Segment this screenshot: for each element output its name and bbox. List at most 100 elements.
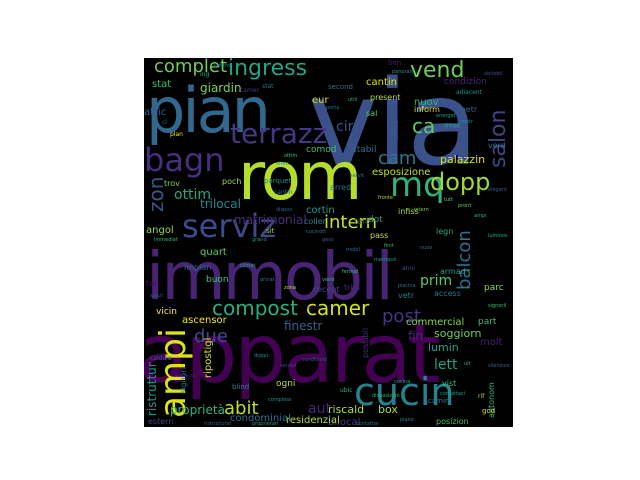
word-dot: dot: [368, 215, 383, 225]
word-fermat: fermat: [342, 269, 359, 275]
word-mq: mq: [390, 165, 445, 205]
word-quart: quart: [200, 247, 227, 258]
word-condizioni: condizioni: [302, 357, 328, 363]
word-ben: ben: [388, 59, 402, 67]
word-box: box: [378, 403, 398, 416]
word-balcon: balcon: [454, 230, 475, 290]
word-accur: accur: [308, 305, 322, 311]
word-serviz: serviz: [182, 207, 277, 245]
word-signoril: signoril: [488, 303, 507, 309]
word-cloud-canvas: via apparat immobil rom pian serviz cuci…: [144, 58, 513, 427]
word-terrazz: terrazz: [230, 117, 328, 150]
word-cantin-2: cantin: [274, 189, 293, 196]
word-salon: salon: [486, 109, 511, 168]
word-rif: rif: [478, 393, 485, 400]
word-estern: estern: [148, 417, 174, 426]
word-inform: inform: [414, 105, 440, 114]
word-intern-2: intern: [414, 207, 429, 213]
word-camer-2: camer: [240, 87, 259, 94]
word-infiss: infiss: [398, 207, 419, 216]
word-eur: eur: [312, 95, 329, 106]
word-signori: signori: [179, 367, 188, 394]
word-privat: privat: [260, 277, 275, 283]
word-comod: comod: [306, 145, 337, 155]
word-compost: compost: [212, 296, 298, 320]
word-via: via: [308, 58, 479, 192]
word-zon: zon: [144, 176, 168, 212]
word-aut: aut: [308, 401, 331, 417]
word-doppi: doppi: [254, 353, 268, 359]
word-utili: utili: [348, 97, 358, 103]
word-trilocal: trilocal: [200, 197, 241, 211]
word-cucinott: cucinott: [306, 229, 327, 235]
word-vist: vist: [442, 379, 457, 388]
word-part: part: [478, 317, 497, 327]
word-ogni: ogni: [276, 379, 296, 389]
word-grand: grand: [252, 237, 267, 243]
word-panoram: panoram: [392, 69, 415, 75]
word-abit: abit: [224, 398, 259, 419]
word-ca: ca: [412, 114, 436, 138]
word-access: access: [434, 289, 461, 298]
word-immediat: immediat: [154, 237, 178, 243]
word-possibil: possibil: [361, 327, 370, 358]
word-coller: coller: [304, 217, 326, 226]
word-piano: piano: [400, 417, 414, 423]
word-climat: climat: [240, 263, 256, 269]
word-lett: lett: [434, 357, 458, 373]
word-lumin: lumin: [428, 341, 459, 354]
word-cortin: cortin: [306, 205, 335, 216]
word-ristrutturat: ristrutturat: [204, 421, 232, 427]
word-second: second: [328, 83, 353, 91]
word-ubic: ubic: [340, 387, 353, 394]
word-apparat: apparat: [144, 307, 441, 402]
word-dopp: dopp: [430, 168, 491, 196]
word-blind: blind: [232, 383, 250, 391]
word-post: post: [382, 306, 421, 327]
word-cl: cl: [162, 119, 167, 126]
word-anni: anni: [402, 265, 415, 272]
word-contattar: contattar: [356, 421, 380, 427]
word-proprietari: proprietari: [252, 421, 279, 427]
word-accessor: accessor: [174, 373, 196, 379]
word-cucina: cucina: [394, 379, 411, 385]
word-pian: pian: [146, 74, 271, 147]
word-affac: affac: [391, 120, 400, 140]
word-posizion: posizion: [436, 417, 469, 426]
word-angol: angol: [146, 225, 174, 236]
word-cam: cam: [378, 148, 417, 169]
word-vetr: vetr: [398, 291, 415, 300]
word-abitabil: abitabil: [484, 71, 503, 77]
word-mobil: mobil: [346, 247, 360, 253]
word-soggiorn: soggiorn: [434, 327, 482, 340]
word-immobil: immobil: [146, 238, 394, 315]
word-poch: poch: [222, 177, 242, 186]
word-servit: servit: [350, 173, 365, 179]
word-vend: vend: [410, 58, 465, 83]
word-giardin: giardin: [200, 81, 242, 95]
word-spazi: spazi: [150, 293, 163, 299]
word-finit: finit: [384, 243, 394, 249]
word-parc: parc: [484, 283, 504, 293]
word-alloggi: alloggi: [444, 123, 461, 129]
word-cantin: cantin: [366, 77, 398, 88]
word-god: god: [482, 407, 496, 415]
word-compless: compless: [268, 397, 292, 403]
word-esposizione: esposizione: [372, 167, 431, 178]
word-contr: contr: [460, 119, 473, 125]
word-pront: pront: [458, 203, 472, 209]
word-parquet: parquet: [264, 177, 292, 185]
word-legn: legn: [436, 227, 454, 236]
word-ristruttur: ristruttur: [145, 362, 159, 416]
word-condominial: condominial: [230, 413, 291, 424]
word-attic: attic: [144, 107, 167, 118]
word-metropol: metropol: [374, 257, 397, 263]
word-disposizion: disposizion: [372, 393, 400, 399]
word-finestr: finestr: [284, 319, 323, 333]
word-ing: ing: [200, 71, 210, 78]
word-riscald: riscald: [328, 403, 365, 416]
word-fronte: fronte: [378, 195, 393, 201]
word-due: due: [194, 326, 228, 347]
word-elegant: elegant: [488, 187, 507, 193]
word-ottim: ottim: [174, 187, 212, 203]
